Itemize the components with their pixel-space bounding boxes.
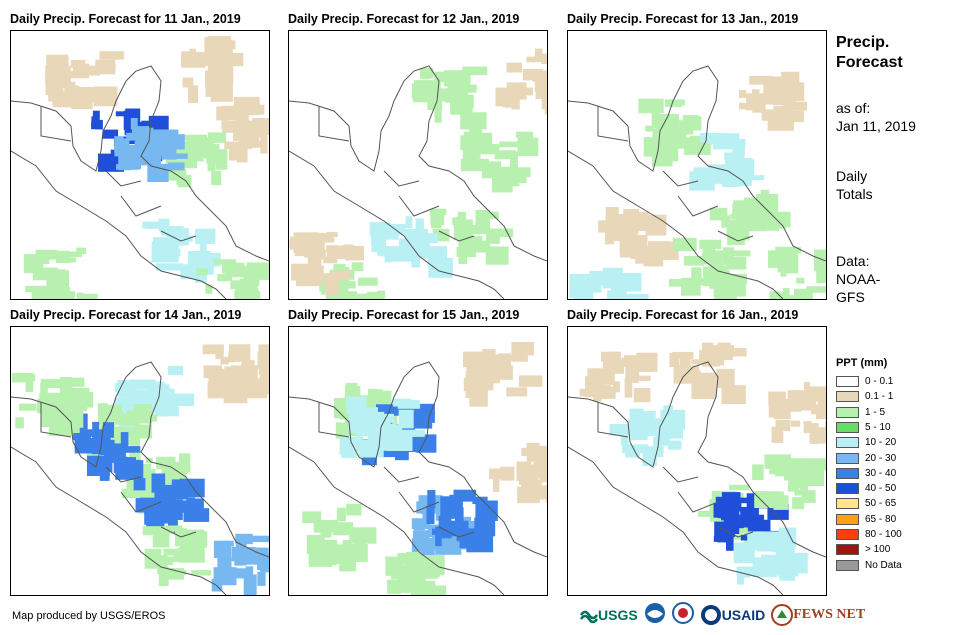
side-title: Precip. Forecast	[836, 34, 903, 71]
legend-label: > 100	[865, 544, 891, 556]
legend-label: 80 - 100	[865, 529, 902, 540]
map-panel-3	[567, 30, 827, 300]
precip-map-graphic	[11, 36, 269, 299]
legend-swatch	[836, 376, 859, 387]
legend-item: 30 - 40	[836, 467, 896, 480]
legend-item: 0 - 0.1	[836, 375, 893, 388]
legend-title: PPT (mm)	[836, 357, 888, 369]
fewsnet-logo-text: FEWS NET	[793, 607, 866, 622]
legend-swatch	[836, 498, 859, 510]
precip-map-graphic	[11, 344, 269, 595]
panel-title-6: Daily Precip. Forecast for 16 Jan., 2019	[567, 308, 799, 322]
legend-swatch	[836, 452, 859, 464]
daily-totals-text: Daily Totals	[836, 168, 873, 202]
map-credit: Map produced by USGS/EROS	[12, 610, 166, 622]
usgs-logo-text: USGS	[598, 607, 638, 623]
legend-label: 65 - 80	[865, 513, 897, 525]
panel-title-2: Daily Precip. Forecast for 12 Jan., 2019	[288, 12, 520, 26]
panel-title-3: Daily Precip. Forecast for 13 Jan., 2019	[567, 12, 799, 26]
legend-label: 0 - 0.1	[865, 376, 894, 387]
legend-swatch	[836, 483, 859, 495]
legend-swatch	[836, 529, 859, 540]
panel-title-5: Daily Precip. Forecast for 15 Jan., 2019	[288, 308, 520, 322]
precip-map-graphic	[568, 342, 826, 595]
legend-label: No Data	[865, 559, 902, 571]
legend-label: 10 - 20	[865, 437, 897, 449]
legend-item: 20 - 30	[836, 452, 896, 465]
legend-swatch	[836, 544, 859, 556]
map-panel-2	[288, 30, 548, 300]
panel-title-4: Daily Precip. Forecast for 14 Jan., 2019	[10, 308, 242, 322]
legend-item: 50 - 65	[836, 497, 896, 510]
legend-item: 10 - 20	[836, 436, 896, 449]
fewsnet-logo-icon: FEWS NET	[771, 604, 865, 626]
legend-item: 80 - 100	[836, 528, 902, 541]
legend-label: 1 - 5	[865, 406, 886, 418]
legend-label: 0.1 - 1	[865, 391, 894, 403]
as-of-text: as of: Jan 11, 2019	[836, 100, 916, 134]
legend-item: No Data	[836, 559, 902, 572]
data-source-text: Data: NOAA- GFS	[836, 253, 881, 305]
legend-label: 50 - 65	[865, 498, 897, 510]
legend-swatch	[836, 406, 859, 418]
precip-map-graphic	[289, 342, 547, 595]
map-panel-6	[567, 326, 827, 596]
legend-label: 40 - 50	[865, 483, 897, 495]
map-panel-1	[10, 30, 270, 300]
legend-label: 30 - 40	[865, 467, 897, 479]
legend-swatch	[836, 559, 859, 571]
nws-logo-icon	[671, 601, 694, 629]
map-panel-4	[10, 326, 270, 596]
usaid-logo-text: USAID	[721, 607, 766, 623]
legend-item: 1 - 5	[836, 406, 885, 419]
logo-strip: USGS USAID FEWS NET	[580, 600, 865, 630]
usgs-logo-icon: USGS	[580, 606, 638, 624]
legend-item: 0.1 - 1	[836, 390, 893, 403]
legend-swatch	[836, 421, 859, 433]
legend-item: 5 - 10	[836, 421, 891, 434]
precip-map-graphic	[568, 65, 826, 299]
legend-swatch	[836, 391, 859, 403]
legend-swatch	[836, 513, 859, 525]
legend-swatch	[836, 467, 859, 479]
legend-swatch	[836, 437, 859, 449]
legend-item: 65 - 80	[836, 513, 896, 526]
panel-title-1: Daily Precip. Forecast for 11 Jan., 2019	[10, 12, 241, 26]
noaa-logo-icon	[644, 602, 666, 629]
legend-item: > 100	[836, 543, 890, 556]
precip-map-graphic	[289, 48, 547, 299]
map-panel-5	[288, 326, 548, 596]
usaid-logo-icon: USAID	[700, 604, 766, 626]
legend-label: 20 - 30	[865, 452, 897, 464]
legend-label: 5 - 10	[865, 421, 891, 433]
legend-item: 40 - 50	[836, 482, 896, 495]
